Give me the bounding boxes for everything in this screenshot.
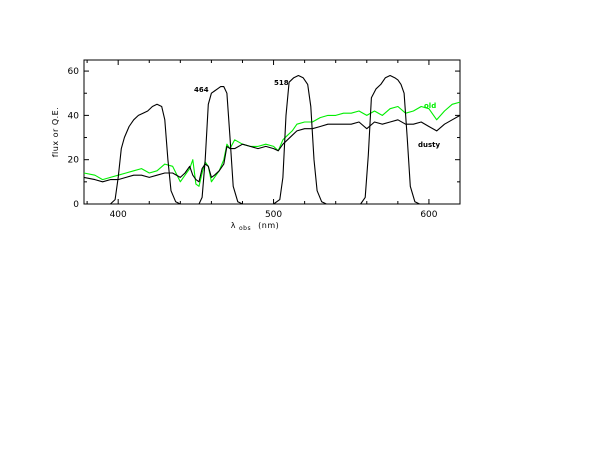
x-axis-label-lambda: λ [231,221,236,230]
series-layer [83,74,461,205]
annotation-old: old [424,102,436,110]
y-tick-label: 60 [68,67,80,77]
annotation-dusty: dusty [418,141,441,149]
x-axis-label-unit: (nm) [258,221,279,230]
y-tick-label: 20 [68,156,80,166]
annotation-filter-518: 518 [274,79,289,87]
x-tick-label: 500 [265,210,282,220]
axis-ticks: 400 500 600 0 20 40 60 [68,60,461,220]
x-tick-label: 400 [110,210,127,220]
y-tick-label: 0 [73,200,79,210]
filter-curve-4 [351,74,460,205]
y-axis-label: flux or Q.E. [51,107,60,158]
filter-curve-1 [84,103,189,205]
x-tick-label: 600 [420,210,437,220]
x-axis-label-subscript: obs [239,225,251,232]
plot-frame [83,59,461,205]
filter-curve-3 [258,74,336,205]
annotation-filter-464: 464 [194,86,209,94]
series-line-dusty [83,114,461,183]
x-axis-label: λ obs (nm) [231,221,280,232]
filter-curve-2 [188,86,243,205]
y-tick-label: 40 [68,111,80,121]
